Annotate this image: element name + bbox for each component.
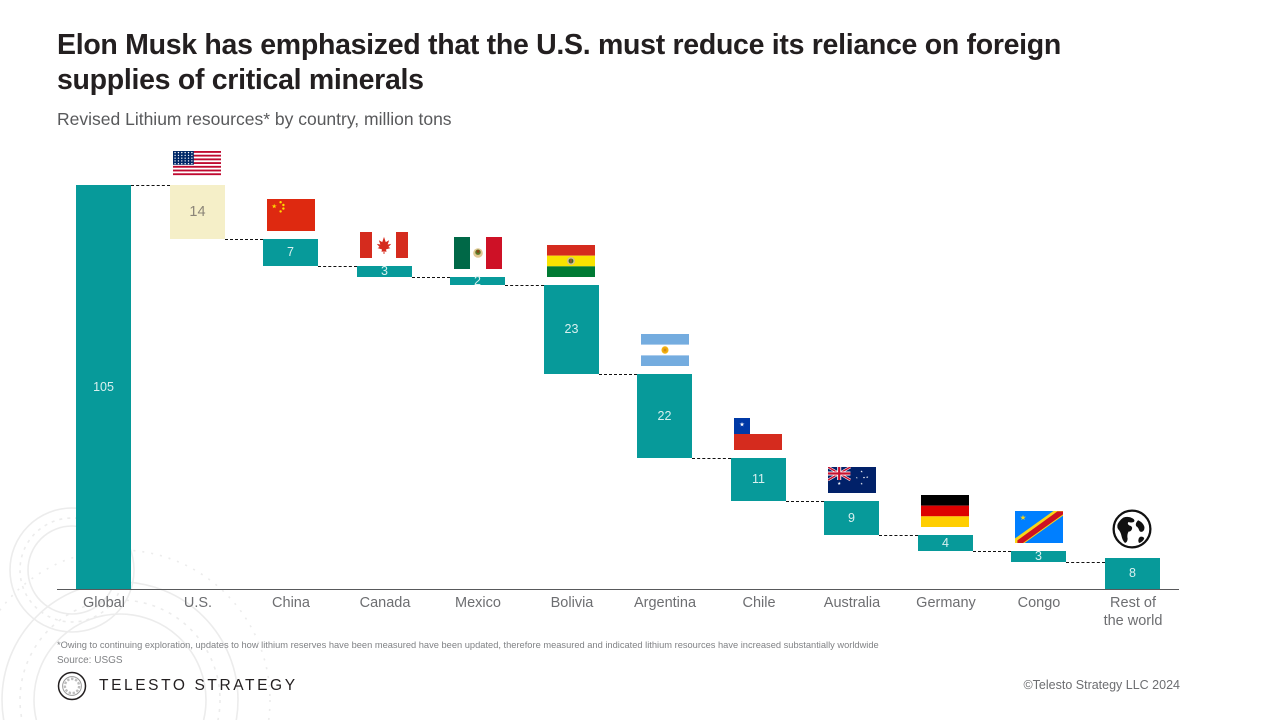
flag-cl [734,418,782,450]
bar-canada[interactable]: 3 [357,264,412,278]
waterfall-connector [505,285,544,286]
bar-value-label: 22 [657,409,672,423]
bar-value-label: 105 [93,380,114,394]
waterfall-connector [225,239,263,240]
footnote-block: *Owing to continuing exploration, update… [57,639,879,668]
waterfall-connector [318,266,357,267]
globe-icon [1111,508,1153,550]
bar-australia[interactable]: 9 [824,501,879,535]
bar-value-label: 3 [1035,549,1042,563]
flag-us [173,151,221,177]
flag-ar [641,334,689,366]
x-axis-label-rest-of-the-world: Rest of the world [1103,595,1163,629]
flag-au [828,467,876,493]
waterfall-connector [1066,562,1105,563]
x-axis-label-congo: Congo [1017,595,1061,611]
source-text: Source: USGS [57,654,123,666]
waterfall-connector [973,551,1011,552]
copyright-text: ©Telesto Strategy LLC 2024 [1023,678,1180,692]
x-axis-label-global: Global [83,595,125,611]
bar-china[interactable]: 7 [263,239,318,266]
x-axis-label-u-s: U.S. [183,595,213,611]
bar-mexico[interactable]: 2 [450,274,505,288]
bar-value-label: 23 [564,322,579,336]
x-axis-label-canada: Canada [359,595,411,611]
flag-cn [267,199,315,231]
bar-chile[interactable]: 11 [731,458,786,501]
x-axis-label-australia: Australia [823,595,881,611]
bar-argentina[interactable]: 22 [637,374,692,458]
waterfall-connector [879,535,918,536]
bar-bolivia[interactable]: 23 [544,285,599,374]
x-axis-label-chile: Chile [742,595,776,611]
flag-de [921,495,969,527]
bar-global[interactable]: 105 [76,185,131,589]
waterfall-connector [412,277,450,278]
x-axis-label-bolivia: Bolivia [550,595,594,611]
bar-value-label: 2 [474,274,481,288]
bar-value-label: 4 [942,536,949,550]
bar-rest-of-the-world[interactable]: 8 [1105,558,1160,589]
bar-value-label: 14 [189,204,206,220]
bar-value-label: 3 [381,264,388,278]
bar-congo[interactable]: 3 [1011,549,1066,563]
x-axis-label-germany: Germany [916,595,976,611]
waterfall-connector [692,458,731,459]
waterfall-connector [599,374,637,375]
x-axis-label-argentina: Argentina [633,595,697,611]
flag-bo [547,245,595,277]
bar-u-s[interactable]: 14 [170,185,225,239]
x-axis-label-china: China [272,595,310,611]
telesto-ring-icon [57,671,87,701]
bar-value-label: 7 [287,245,294,259]
brand-name: TELESTO STRATEGY [99,677,298,694]
flag-mx [454,237,502,269]
bar-value-label: 9 [848,511,855,525]
bar-value-label: 8 [1129,566,1136,580]
waterfall-connector [131,185,170,186]
flag-ca [360,232,408,258]
chart-header: Elon Musk has emphasized that the U.S. m… [57,28,1177,130]
bar-value-label: 11 [752,472,765,486]
chart-subtitle: Revised Lithium resources* by country, m… [57,108,452,129]
x-axis-label-mexico: Mexico [455,595,501,611]
page-title: Elon Musk has emphasized that the U.S. m… [57,29,1062,96]
footnote-text: *Owing to continuing exploration, update… [57,640,879,650]
x-axis-line [57,589,1179,590]
bar-germany[interactable]: 4 [918,535,973,551]
flag-cd [1015,511,1063,543]
waterfall-connector [786,501,824,502]
brand-logo: TELESTO STRATEGY [57,671,298,701]
